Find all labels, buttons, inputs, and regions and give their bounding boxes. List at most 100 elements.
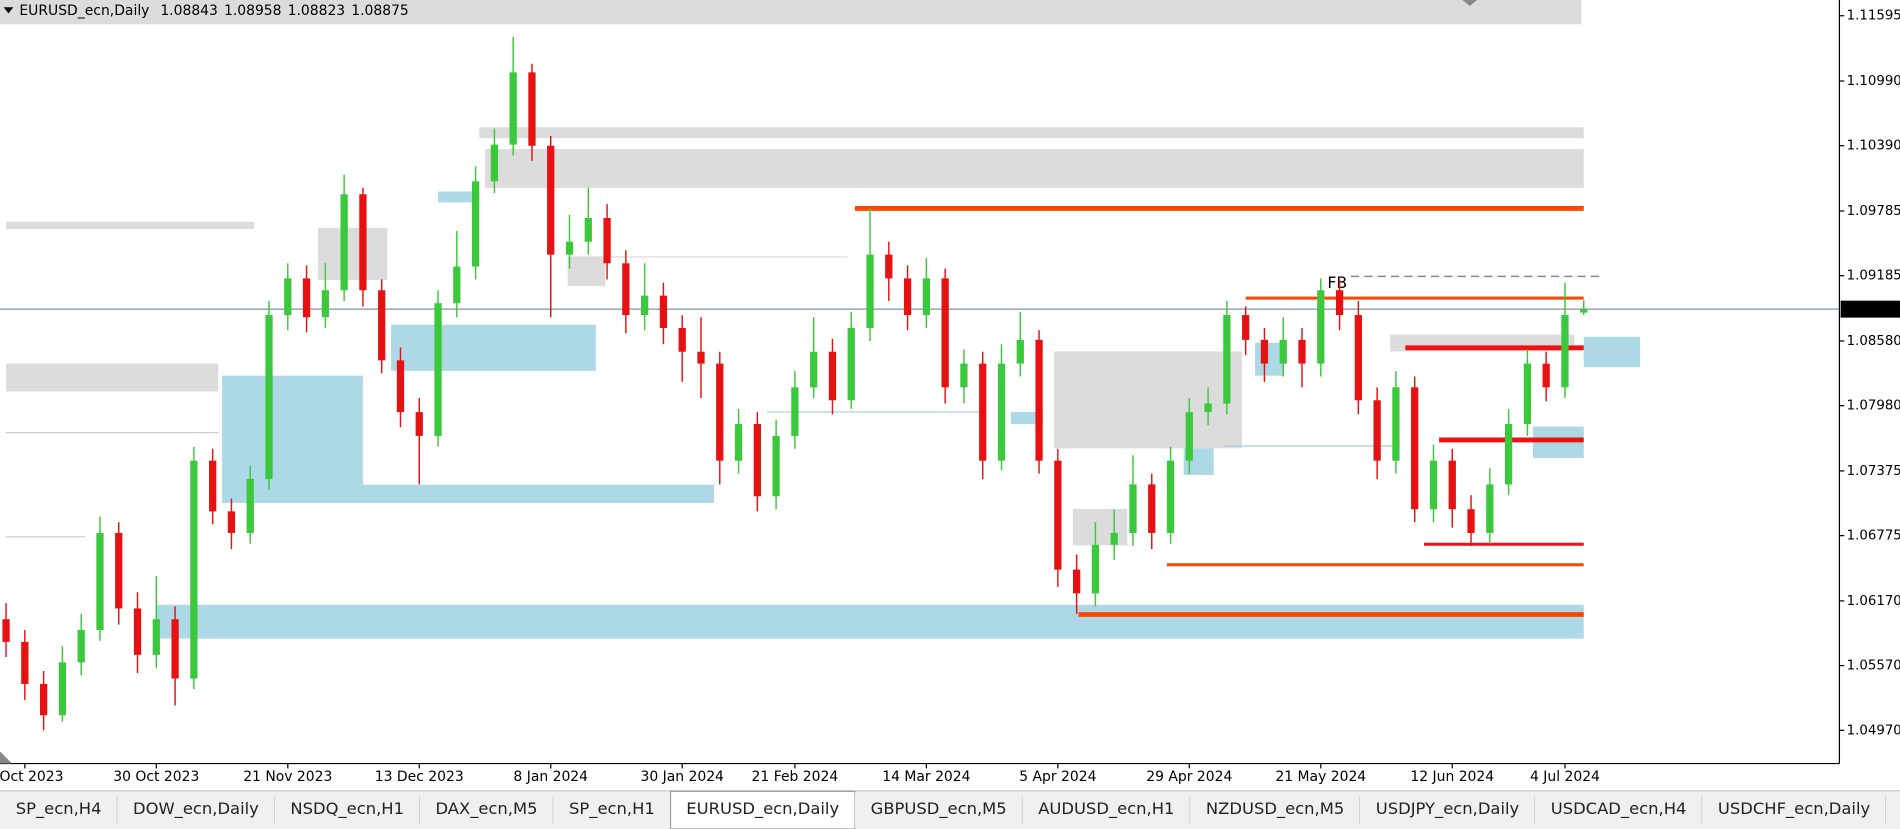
tab-background[interactable]: [1702, 792, 1886, 828]
levels-layer: FB: [0, 205, 1840, 617]
tab-label[interactable]: SP_ecn,H1: [569, 799, 655, 819]
symbol: EURUSD_ecn,Daily: [19, 3, 149, 19]
tab-background[interactable]: [1534, 792, 1703, 828]
current-price-tag: [1840, 300, 1900, 318]
candle-body: [734, 424, 743, 461]
candle-body: [1035, 339, 1043, 461]
candles-layer: [2, 36, 1588, 731]
candle-body: [265, 315, 273, 480]
candle-body: [1279, 339, 1287, 364]
header-text: EURUSD_ecn,Daily 1.08843 1.08958 1.08823 1.0…: [19, 3, 408, 19]
candle-body: [509, 72, 517, 145]
tab[interactable]: DAX_ecn,M5: [419, 792, 554, 828]
candle-body: [922, 278, 931, 316]
candle-body: [716, 363, 724, 461]
candle-body: [1223, 315, 1231, 404]
tab-label[interactable]: NSDQ_ecn,H1: [290, 799, 404, 819]
tab-background[interactable]: [1190, 792, 1361, 828]
tab[interactable]: SP_ecn,H4: [0, 792, 118, 828]
x-tick-label: 8 Jan 2024: [513, 769, 588, 785]
candle-body: [1148, 484, 1156, 533]
candle-body: [979, 363, 987, 461]
tab-label[interactable]: AUDUSD_ecn,H1: [1038, 799, 1174, 819]
tab-label[interactable]: DOW_ecn,Daily: [133, 799, 259, 819]
candle-body: [960, 363, 968, 388]
tab-label[interactable]: USDCAD_ecn,H4: [1551, 799, 1687, 819]
tab-background[interactable]: [669, 790, 856, 829]
zone: [6, 221, 254, 229]
candle-body: [77, 630, 85, 663]
tab[interactable]: USDJPY_ecn,Daily: [1360, 792, 1536, 828]
tab[interactable]: DOW_ecn,Daily: [117, 792, 276, 828]
candle-body: [565, 241, 574, 255]
zone: [1010, 412, 1043, 425]
candle-body: [246, 479, 254, 533]
candle-body: [641, 295, 649, 316]
tab-background[interactable]: [0, 792, 118, 828]
tab-background[interactable]: [117, 792, 275, 828]
tab-background[interactable]: [1360, 792, 1535, 828]
x-tick-label: 5 Apr 2024: [1019, 769, 1096, 785]
x-tick-label: 21 Nov 2023: [243, 769, 332, 785]
tab-label[interactable]: USDJPY_ecn,Daily: [1376, 799, 1520, 819]
candle-body: [1373, 400, 1381, 461]
x-tick-label: 21 Feb 2024: [752, 769, 839, 785]
tab-background[interactable]: [1022, 792, 1191, 828]
tab-background[interactable]: [854, 792, 1023, 828]
x-tick-label: 6 Oct 2023: [0, 769, 63, 785]
tab-background[interactable]: [419, 792, 554, 828]
candle-body: [359, 194, 367, 291]
tab[interactable]: AUDUSD_ecn,H1: [1022, 792, 1191, 828]
candle-body: [227, 511, 236, 533]
zone: [317, 227, 388, 280]
zone: [1054, 351, 1242, 449]
x-tick-label: 30 Oct 2023: [113, 769, 199, 785]
tab-label[interactable]: NZDUSD_ecn,M5: [1206, 799, 1344, 819]
tab-background[interactable]: [274, 792, 420, 828]
tab-label[interactable]: DAX_ecn,M5: [435, 799, 537, 819]
tab[interactable]: NZDUSD_ecn,M5: [1190, 792, 1361, 828]
header-arrow[interactable]: [3, 7, 14, 14]
tab-label[interactable]: SP_ecn,H4: [16, 799, 102, 819]
y-tick-label: 1.10990: [1847, 74, 1900, 89]
header-low: 1.08823: [288, 3, 346, 19]
zone: [222, 375, 363, 503]
candle-body: [453, 266, 461, 304]
corner-marker: [0, 751, 13, 764]
candle-body: [866, 254, 874, 329]
candle-body: [903, 278, 912, 316]
y-tick-label: 1.09185: [1847, 269, 1900, 284]
tab[interactable]: SP_ecn,H1: [553, 792, 672, 828]
candle-body: [471, 181, 480, 267]
tab[interactable]: USDCHF_ecn,Daily: [1702, 792, 1887, 828]
level-label: FB: [1327, 273, 1347, 292]
candle-body: [1166, 460, 1175, 533]
candle-body: [584, 217, 592, 242]
tab[interactable]: NSDQ_ecn,H1: [274, 792, 421, 828]
candle-body: [1298, 339, 1306, 364]
tab[interactable]: EURUSD_ecn,Daily: [669, 790, 856, 829]
candle-body: [1504, 424, 1513, 485]
tab[interactable]: X: [1885, 792, 1900, 828]
tab-bar: SP_ecn,H4 DOW_ecn,Daily NSDQ_ecn,H1 DAX_ecn…: [0, 790, 1900, 829]
zone: [6, 363, 219, 392]
candle-body: [1129, 484, 1137, 533]
tab[interactable]: GBPUSD_ecn,M5: [854, 792, 1024, 828]
tab-label[interactable]: USDCHF_ecn,Daily: [1718, 799, 1871, 819]
candle-body: [885, 254, 893, 279]
current-price-label: 1.08875: [1847, 302, 1900, 317]
y-tick-label: 1.07980: [1847, 399, 1900, 414]
candle-body: [1467, 509, 1475, 533]
tab-background[interactable]: [1885, 792, 1900, 828]
tab-background[interactable]: [553, 792, 671, 828]
y-tick-label: 1.04970: [1847, 723, 1900, 738]
tab-label[interactable]: GBPUSD_ecn,M5: [871, 799, 1007, 819]
x-tick-label: 4 Jul 2024: [1530, 769, 1600, 785]
x-tick-label: 13 Dec 2023: [375, 769, 464, 785]
tab-label[interactable]: EURUSD_ecn,Daily: [686, 799, 839, 819]
header-bar: [0, 0, 1582, 25]
tab[interactable]: USDCAD_ecn,H4: [1534, 792, 1703, 828]
candle-body: [1429, 460, 1438, 510]
zone: [156, 604, 1584, 639]
